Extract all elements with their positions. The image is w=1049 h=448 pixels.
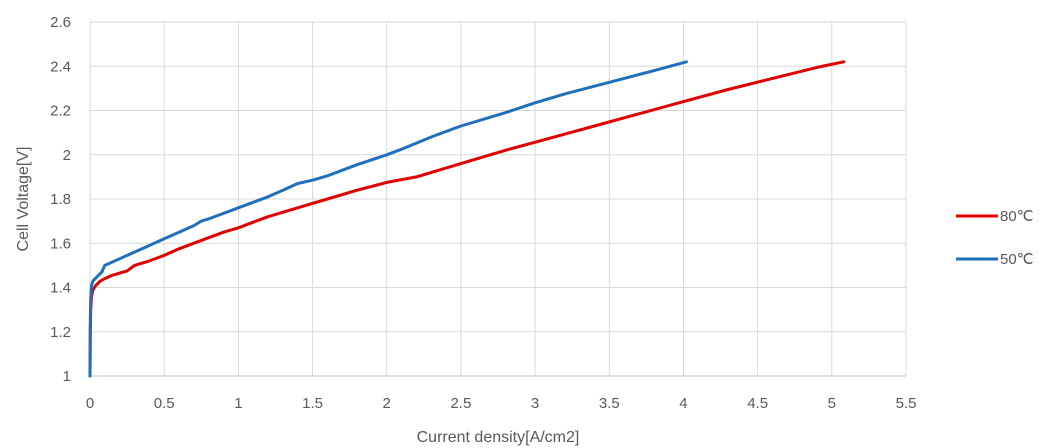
- legend-label-2: 50℃: [1000, 251, 1034, 268]
- y-axis-title: Cell Voltage[V]: [15, 147, 32, 252]
- series-line-1: [88, 60, 846, 378]
- y-tick-label: 2.6: [50, 14, 71, 31]
- x-tick-label: 0.5: [154, 395, 175, 412]
- x-tick-label: 0: [86, 395, 94, 412]
- x-tick-label: 2.5: [450, 395, 471, 412]
- y-tick-label: 1.2: [50, 324, 71, 341]
- x-tick-label: 5: [828, 395, 836, 412]
- y-tick-label: 2.4: [50, 58, 71, 75]
- x-tick-label: 3.5: [599, 395, 620, 412]
- x-tick-label: 4: [679, 395, 687, 412]
- x-axis-title: Current density[A/cm2]: [417, 429, 580, 446]
- y-tick-label: 2: [63, 147, 71, 164]
- legend-label-1: 80℃: [1000, 208, 1034, 225]
- y-tick-label: 2.2: [50, 103, 71, 120]
- legend: 80℃ 50℃: [956, 208, 1034, 268]
- series-line-2: [88, 60, 688, 378]
- x-tick-label: 3: [531, 395, 539, 412]
- y-tick-label: 1: [63, 368, 71, 385]
- x-tick-label: 1.5: [302, 395, 323, 412]
- x-tick-label: 2: [383, 395, 391, 412]
- y-tick-labels: 1 1.2 1.4 1.6 1.8 2 2.2 2.4 2.6: [50, 14, 71, 385]
- y-tick-label: 1.8: [50, 191, 71, 208]
- x-tick-labels: 0 0.5 1 1.5 2 2.5 3 3.5 4 4.5 5 5.5: [86, 395, 917, 412]
- x-tick-label: 4.5: [747, 395, 768, 412]
- x-tick-label: 1: [234, 395, 242, 412]
- series-lines: [88, 60, 846, 378]
- y-tick-label: 1.4: [50, 280, 71, 297]
- x-tick-label: 5.5: [896, 395, 917, 412]
- y-tick-label: 1.6: [50, 235, 71, 252]
